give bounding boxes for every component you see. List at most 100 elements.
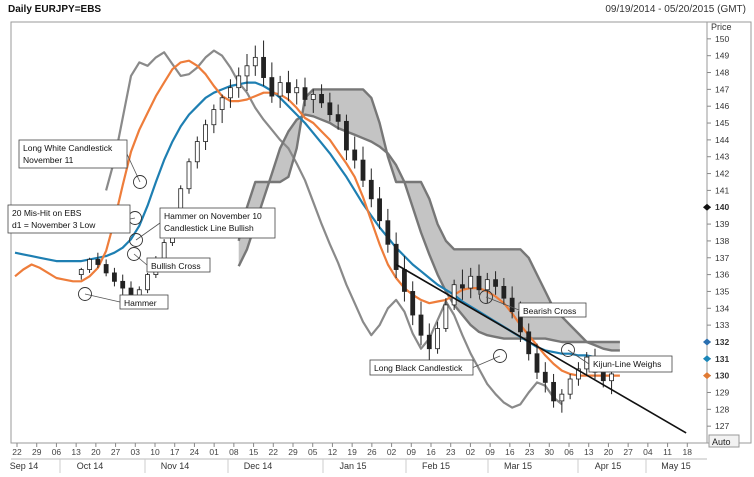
candle-body (385, 220, 391, 245)
candle-body (194, 141, 200, 163)
callout-line (126, 153, 141, 183)
month-label: Dec 14 (244, 461, 273, 471)
annotation-text: Kijun-Line Weighs (593, 359, 661, 369)
day-tick-label: 06 (564, 447, 574, 457)
day-tick-label: 27 (623, 447, 633, 457)
candle-body (451, 284, 457, 306)
day-tick-label: 08 (229, 447, 239, 457)
price-axis (706, 21, 752, 444)
price-tick-label: 143 (715, 152, 729, 162)
price-tick-label: 131 (715, 354, 729, 364)
day-tick-label: 13 (71, 447, 81, 457)
candle-body (145, 274, 150, 291)
price-tick-label: 129 (715, 387, 729, 397)
annotation-box (18, 139, 128, 169)
candle-body (418, 314, 424, 336)
candle-body (261, 56, 266, 78)
candle-body (368, 179, 374, 200)
callout-circle (561, 343, 575, 357)
day-tick-label: 05 (308, 447, 318, 457)
day-tick-label: 10 (150, 447, 160, 457)
chart-title: Daily EURJPY=EBS (8, 4, 102, 15)
day-tick-label: 01 (209, 447, 219, 457)
candle-body (352, 149, 358, 161)
candle-body (161, 242, 167, 260)
candle-body (120, 280, 126, 289)
month-label: Nov 14 (161, 461, 190, 471)
price-tick-label: 149 (715, 51, 729, 61)
candle-body (435, 328, 440, 350)
callout-circle (127, 247, 141, 261)
candle-body (360, 159, 366, 181)
candle-body (286, 82, 291, 94)
candle-body (509, 297, 515, 313)
price-tick-label: 139 (715, 219, 729, 229)
candle-body (476, 275, 482, 291)
price-tick-label: 132 (715, 337, 729, 347)
price-tick-label: 137 (715, 253, 729, 263)
candle-body (269, 77, 275, 97)
month-label: Mar 15 (504, 461, 532, 471)
day-tick-label: 19 (347, 447, 357, 457)
candle-body (377, 198, 382, 222)
candle-body (443, 304, 449, 329)
month-label: May 15 (661, 461, 691, 471)
callout-circle (129, 233, 143, 247)
day-tick-label: 15 (249, 447, 259, 457)
price-tick-label: 136 (715, 270, 729, 280)
day-tick-label: 30 (545, 447, 555, 457)
day-tick-label: 16 (426, 447, 436, 457)
price-marker (703, 372, 711, 380)
day-tick-label: 02 (466, 447, 476, 457)
candle-body (211, 109, 217, 126)
candle-body (327, 102, 333, 116)
candle-body (112, 272, 117, 282)
day-tick-label: 03 (131, 447, 141, 457)
annotation-box (159, 207, 276, 239)
day-tick-label: 22 (12, 447, 22, 457)
month-label: Sep 14 (10, 461, 39, 471)
candle-body (302, 87, 308, 100)
annotation-box (7, 204, 131, 234)
annotation-text: Bearish Cross (523, 306, 576, 316)
day-tick-label: 24 (190, 447, 200, 457)
price-tick-label: 141 (715, 185, 729, 195)
auto-button (708, 434, 740, 448)
candle-body (493, 279, 498, 287)
annotation-text-2: November 11 (23, 155, 74, 165)
candle-body (78, 269, 84, 276)
annotation-text: Long Black Candlestick (374, 363, 463, 373)
price-tick-label: 138 (715, 236, 729, 246)
date-range: 09/19/2014 - 05/20/2015 (GMT) (605, 4, 746, 15)
day-tick-label: 27 (111, 447, 121, 457)
candle-body (103, 264, 109, 274)
candle-body (609, 373, 614, 382)
month-label: Oct 14 (77, 461, 104, 471)
day-tick-label: 09 (407, 447, 417, 457)
price-tick-label: 128 (715, 404, 729, 414)
price-tick-label: 134 (715, 303, 729, 313)
day-tick-label: 29 (32, 447, 42, 457)
candle-body (228, 87, 233, 99)
callout-line (485, 296, 520, 311)
candle-body (468, 275, 474, 289)
candle-body (402, 269, 407, 292)
candle-body (567, 378, 573, 395)
annotation-text-2: Candlestick Line Bullish (164, 223, 254, 233)
callout-line (135, 222, 161, 241)
price-marker (703, 338, 711, 346)
candle-body (559, 393, 565, 402)
month-label: Apr 15 (595, 461, 622, 471)
candle-body (542, 371, 548, 383)
annotation-box (119, 294, 169, 310)
day-tick-label: 09 (485, 447, 495, 457)
price-tick-label: 130 (715, 371, 729, 381)
candle-body (393, 243, 399, 270)
day-tick-label: 12 (328, 447, 338, 457)
month-label: Jan 15 (339, 461, 366, 471)
candle-body (244, 65, 250, 77)
candle-body (186, 161, 192, 190)
candle-body (551, 381, 556, 402)
day-tick-label: 26 (367, 447, 377, 457)
